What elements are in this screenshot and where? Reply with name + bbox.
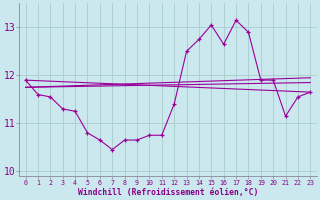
X-axis label: Windchill (Refroidissement éolien,°C): Windchill (Refroidissement éolien,°C)	[78, 188, 258, 197]
